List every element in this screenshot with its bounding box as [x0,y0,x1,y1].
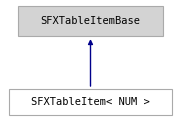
Text: SFXTableItem< NUM >: SFXTableItem< NUM > [31,97,150,107]
FancyBboxPatch shape [18,6,163,36]
FancyBboxPatch shape [9,89,172,115]
Text: SFXTableItemBase: SFXTableItemBase [41,16,140,26]
